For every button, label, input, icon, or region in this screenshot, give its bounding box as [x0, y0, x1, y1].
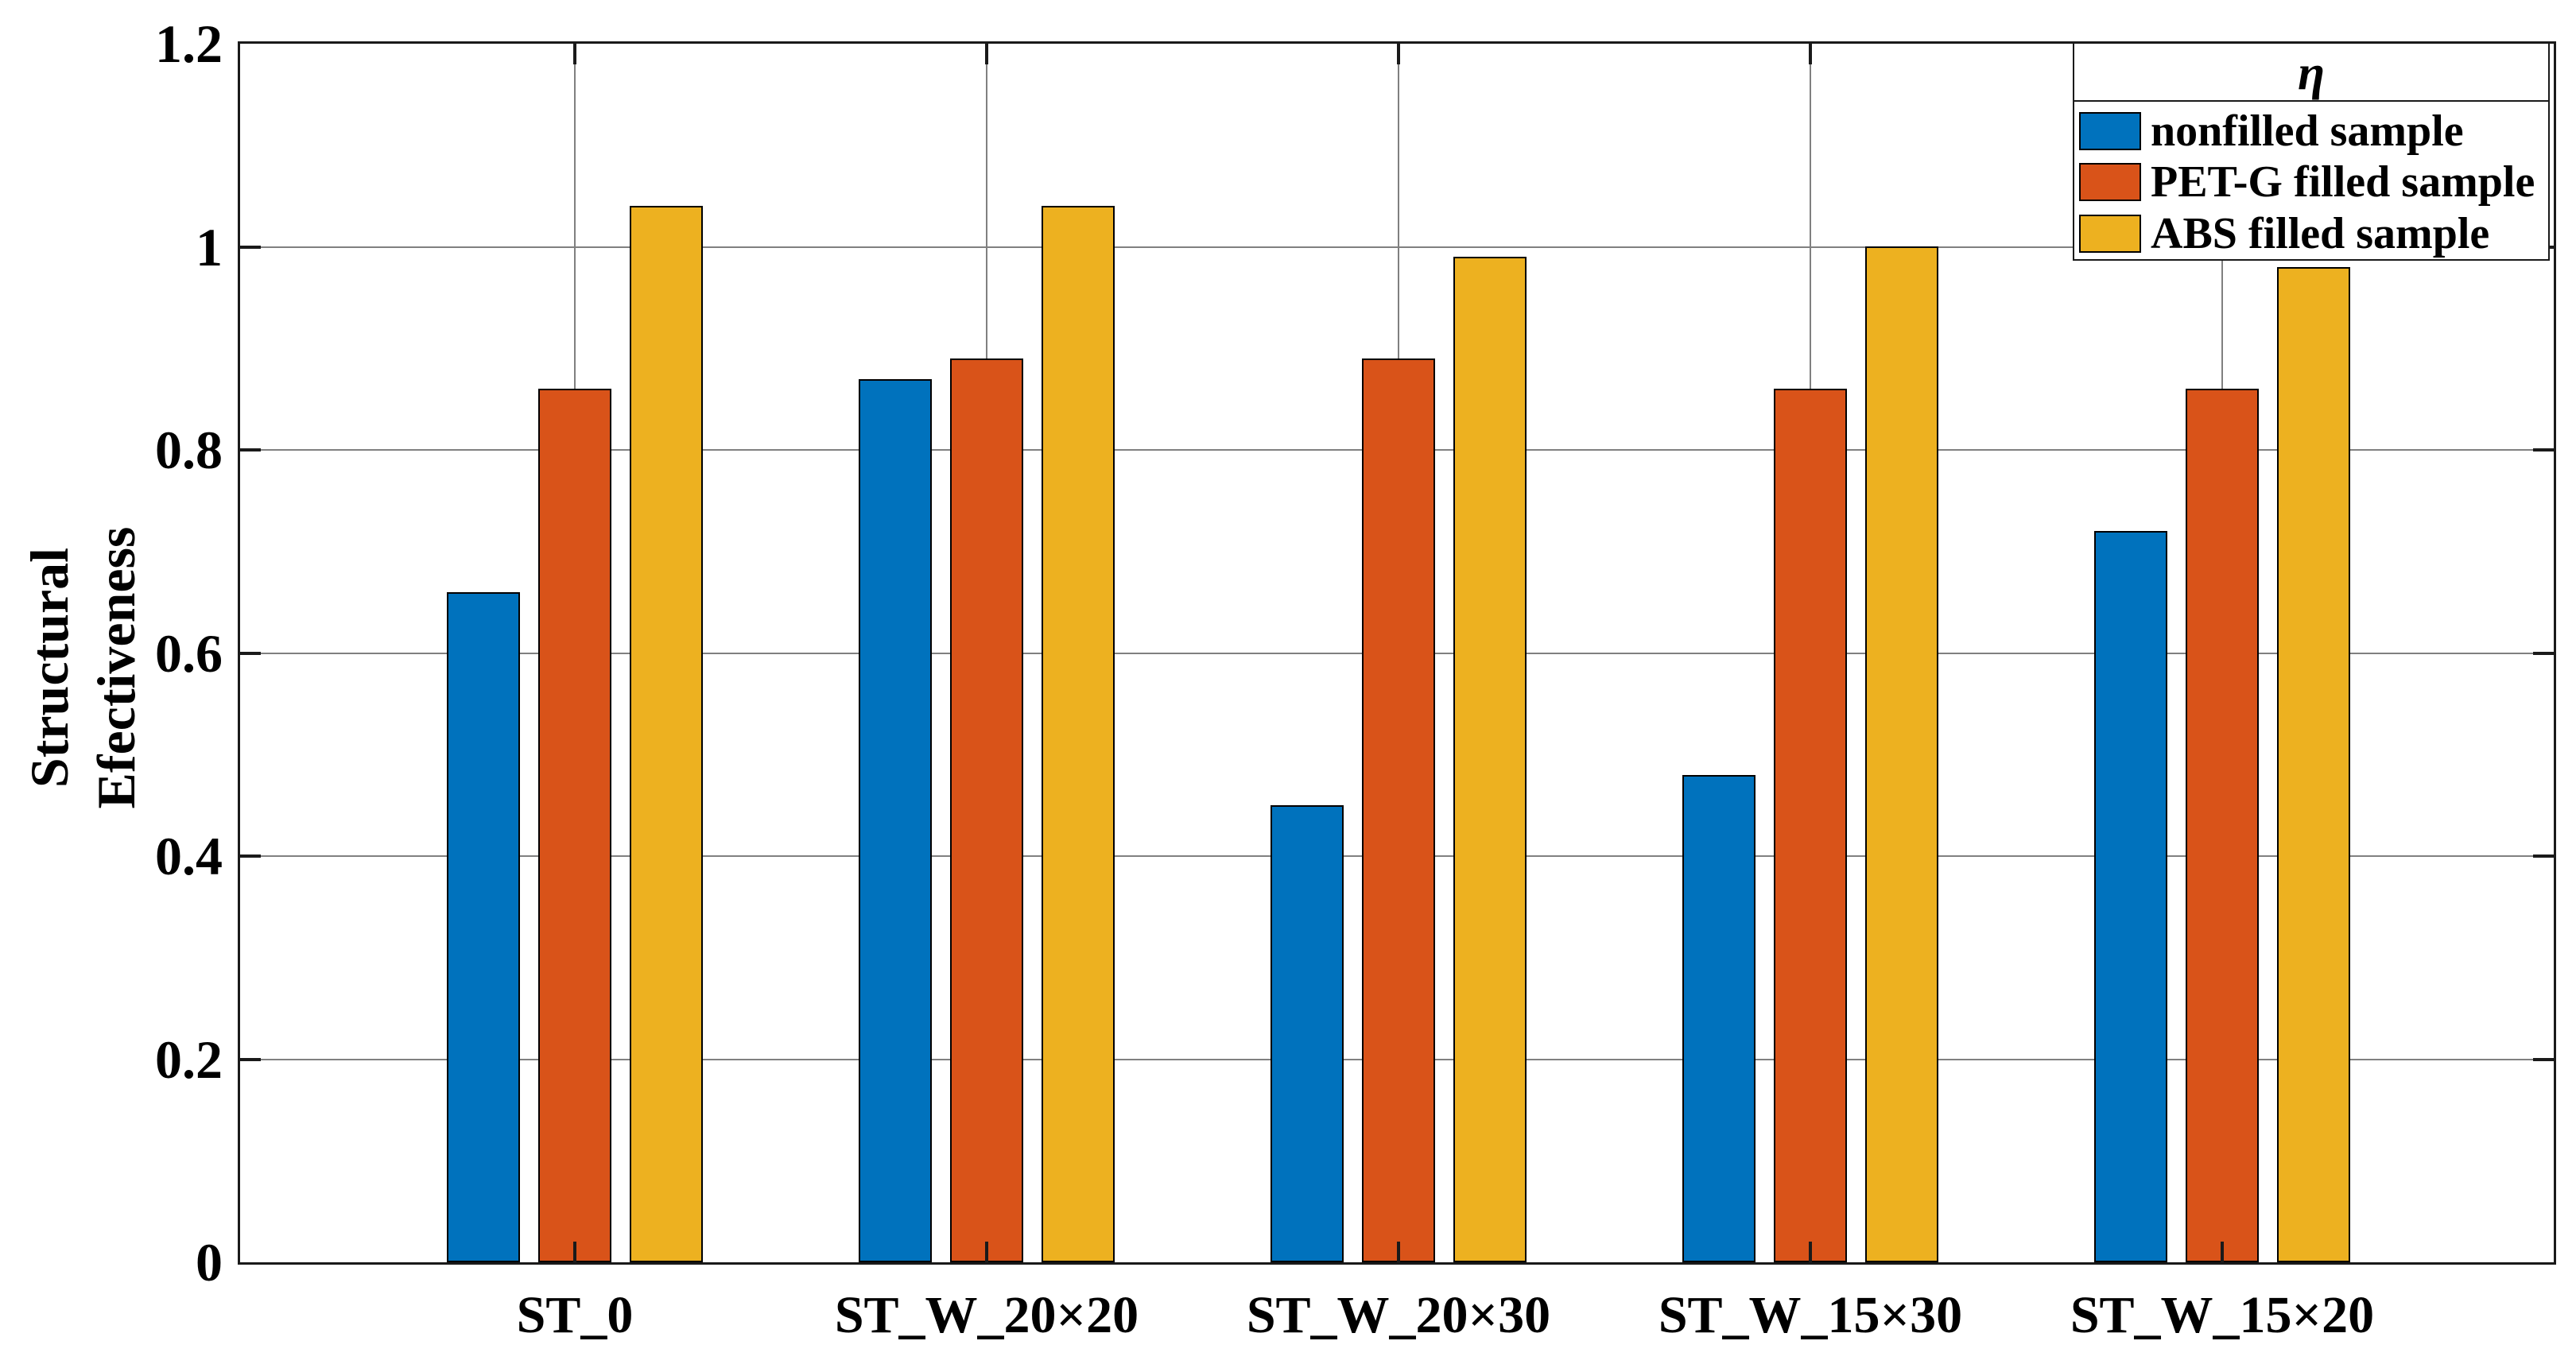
bar-series0-cat2	[1271, 805, 1344, 1262]
y-tick-label: 0.6	[155, 622, 223, 684]
tick-mark	[2221, 1242, 2224, 1262]
legend-title: η	[2297, 46, 2326, 100]
tick-mark	[1397, 1242, 1400, 1262]
plot-inner	[240, 44, 2554, 1262]
legend-swatch-icon	[2079, 163, 2141, 201]
x-tick-label: ST_W_15×30	[1658, 1286, 1963, 1344]
x-tick-label: ST_W_15×20	[2070, 1286, 2375, 1344]
tick-mark	[1809, 44, 1812, 64]
legend-item-label: nonfilled sample	[2151, 107, 2464, 156]
legend-separator	[2074, 100, 2548, 102]
tick-mark	[573, 1242, 576, 1262]
x-tick-label: ST_W_20×30	[1246, 1286, 1551, 1344]
y-tick-label: 0.8	[155, 420, 223, 480]
legend: η nonfilled sample PET-G filled sample ABS…	[2073, 42, 2550, 261]
bar-series1-cat1	[950, 358, 1023, 1262]
legend-swatch-icon	[2079, 112, 2141, 150]
x-tick-label: ST_W_20×20	[834, 1286, 1139, 1344]
legend-item: nonfilled sample	[2079, 107, 2464, 156]
tick-mark	[1809, 1242, 1812, 1262]
bar-series2-cat4	[2277, 267, 2350, 1262]
legend-item-label: PET-G filled sample	[2151, 157, 2535, 207]
bar-series1-cat0	[538, 389, 611, 1262]
bar-series2-cat1	[1042, 206, 1115, 1262]
y-tick-label: 0	[196, 1232, 223, 1292]
bar-series2-cat0	[630, 206, 703, 1262]
bar-series1-cat3	[1774, 389, 1847, 1262]
bar-series0-cat3	[1682, 775, 1755, 1262]
tick-mark	[2533, 448, 2554, 451]
legend-item-label: ABS filled sample	[2151, 209, 2490, 258]
tick-mark	[2533, 855, 2554, 858]
tick-mark	[2533, 651, 2554, 655]
bar-series2-cat2	[1453, 257, 1527, 1262]
legend-item: ABS filled sample	[2079, 209, 2489, 258]
y-tick-label: 1	[196, 216, 223, 277]
tick-mark	[985, 44, 988, 64]
tick-mark	[240, 1057, 261, 1061]
tick-mark	[240, 651, 261, 655]
tick-mark	[1397, 44, 1400, 64]
bar-series0-cat4	[2094, 531, 2167, 1262]
tick-mark	[2533, 1057, 2554, 1061]
legend-item: PET-G filled sample	[2079, 157, 2535, 207]
tick-mark	[573, 44, 576, 64]
bar-series1-cat4	[2186, 389, 2259, 1262]
tick-mark	[240, 448, 261, 451]
y-tick-label: 1.2	[155, 14, 223, 74]
gridline-horizontal	[240, 246, 2554, 248]
bar-series1-cat2	[1362, 358, 1435, 1262]
y-tick-label: 0.4	[155, 826, 223, 886]
bar-series2-cat3	[1865, 246, 1938, 1262]
bar-series0-cat0	[447, 592, 520, 1262]
y-tick-label: 0.2	[155, 1029, 223, 1090]
x-tick-label: ST_0	[516, 1286, 634, 1344]
tick-mark	[240, 855, 261, 858]
legend-swatch-icon	[2079, 215, 2141, 253]
tick-mark	[240, 245, 261, 249]
bar-series0-cat1	[859, 379, 932, 1262]
tick-mark	[985, 1242, 988, 1262]
